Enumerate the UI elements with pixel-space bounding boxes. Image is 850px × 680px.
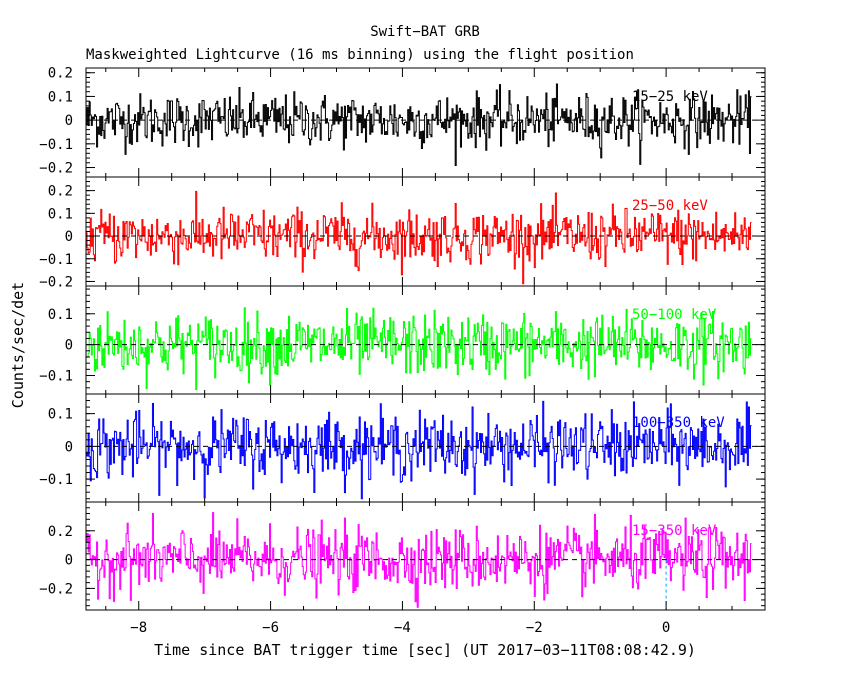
y-tick-label: −0.1	[39, 137, 73, 153]
panel-2: 0.2 0.1 0 −0.1 −0.2 25−50 keV	[39, 176, 766, 290]
panel-frame	[85, 501, 766, 611]
y-tick-label: −0.1	[39, 252, 73, 268]
x-axis-label: Time since BAT trigger time [sec] (UT 20…	[154, 641, 696, 659]
y-tick-label: 0	[65, 229, 73, 245]
chart-subtitle: Maskweighted Lightcurve (16 ms binning) …	[86, 47, 634, 63]
series-line	[86, 190, 752, 285]
x-tick-label: −8	[130, 620, 147, 636]
band-label: 15−350 keV	[632, 523, 717, 539]
band-label: 100−350 keV	[632, 415, 725, 431]
y-tick-label: 0.2	[48, 66, 73, 82]
series-line	[86, 307, 752, 391]
y-tick-label: 0	[65, 338, 73, 354]
y-tick-label: 0.1	[48, 307, 73, 323]
series-line	[86, 400, 752, 500]
y-tick-label: −0.2	[39, 161, 73, 177]
panel-1: 0.2 0.1 0 −0.1 −0.2 15−25 keV	[39, 66, 766, 178]
y-tick-label: 0.2	[48, 524, 73, 540]
y-tick-label: 0	[65, 553, 73, 569]
x-tick-label: −4	[394, 620, 411, 636]
y-tick-label: 0	[65, 439, 73, 455]
band-label: 15−25 keV	[632, 89, 708, 105]
y-tick-label: −0.1	[39, 472, 73, 488]
band-label: 25−50 keV	[632, 198, 708, 214]
y-tick-label: −0.2	[39, 581, 73, 597]
y-tick-label: 0.1	[48, 407, 73, 423]
panels-group: 0.2 0.1 0 −0.1 −0.2 15−25 keV 0.2 0.1 0 −0.1 −0.2 2…	[39, 66, 766, 611]
series-line	[86, 512, 752, 608]
x-axis: −8 −6 −4 −2 0	[130, 620, 670, 636]
y-tick-label: 0.2	[48, 184, 73, 200]
y-tick-label: 0	[65, 113, 73, 129]
y-tick-label: −0.1	[39, 368, 73, 384]
panel-3: 0.1 0 −0.1 50−100 keV	[39, 285, 766, 395]
panel-5: 0.2 0 −0.2 15−350 keV	[39, 501, 766, 611]
x-tick-label: −6	[262, 620, 279, 636]
band-label: 50−100 keV	[632, 307, 717, 323]
y-axis-label: Counts/sec/det	[9, 282, 27, 408]
panel-4: 0.1 0 −0.1 100−350 keV	[39, 393, 766, 503]
y-tick-label: 0.1	[48, 89, 73, 105]
y-tick-label: 0.1	[48, 206, 73, 222]
y-tick-label: −0.2	[39, 274, 73, 290]
series-line	[86, 83, 752, 166]
x-tick-label: 0	[662, 620, 670, 636]
chart-title: Swift−BAT GRB	[370, 24, 480, 40]
x-tick-label: −2	[526, 620, 543, 636]
